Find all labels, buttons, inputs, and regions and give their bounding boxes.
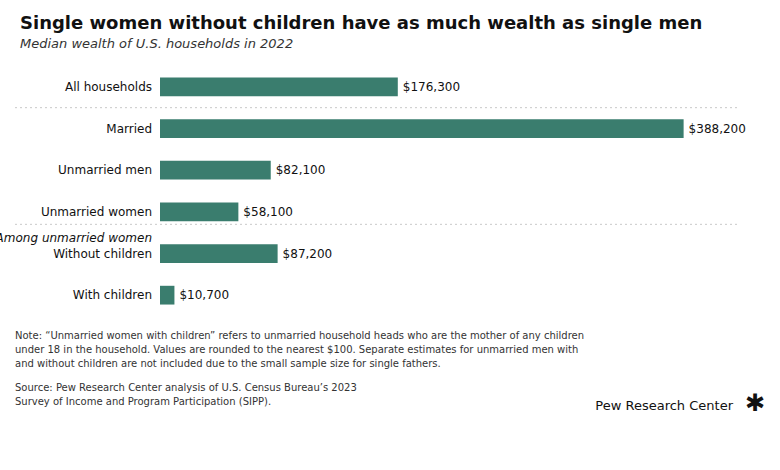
svg-text:Married: Married	[106, 122, 152, 136]
svg-text:With children: With children	[73, 288, 152, 302]
svg-text:$58,100: $58,100	[243, 205, 293, 219]
svg-text:Among unmarried women: Among unmarried women	[0, 231, 152, 245]
svg-text:$10,700: $10,700	[179, 288, 229, 302]
svg-text:Survey of Income and Program P: Survey of Income and Program Participati…	[15, 396, 271, 407]
svg-text:Median wealth of U.S. househol: Median wealth of U.S. households in 2022	[20, 36, 293, 51]
svg-text:Unmarried men: Unmarried men	[58, 163, 152, 177]
svg-text:Note: “Unmarried women with ch: Note: “Unmarried women with children” re…	[15, 330, 584, 341]
svg-text:Single women without children: Single women without children have as mu…	[20, 12, 702, 33]
svg-text:under 18 in the household. Val: under 18 in the household. Values are ro…	[15, 344, 578, 355]
svg-text:and without children are not i: and without children are not included du…	[15, 358, 441, 369]
svg-text:All households: All households	[65, 80, 152, 94]
svg-text:$388,200: $388,200	[689, 122, 746, 136]
svg-text:Source: Pew Research Center an: Source: Pew Research Center analysis of …	[15, 382, 357, 393]
svg-text:$82,100: $82,100	[276, 163, 326, 177]
svg-text:Pew Research Center: Pew Research Center	[595, 398, 733, 413]
svg-text:$176,300: $176,300	[403, 80, 460, 94]
svg-text:$87,200: $87,200	[283, 247, 333, 261]
svg-text:Without children: Without children	[53, 247, 152, 261]
svg-text:Unmarried women: Unmarried women	[41, 205, 152, 219]
svg-text:✱: ✱	[745, 389, 765, 417]
